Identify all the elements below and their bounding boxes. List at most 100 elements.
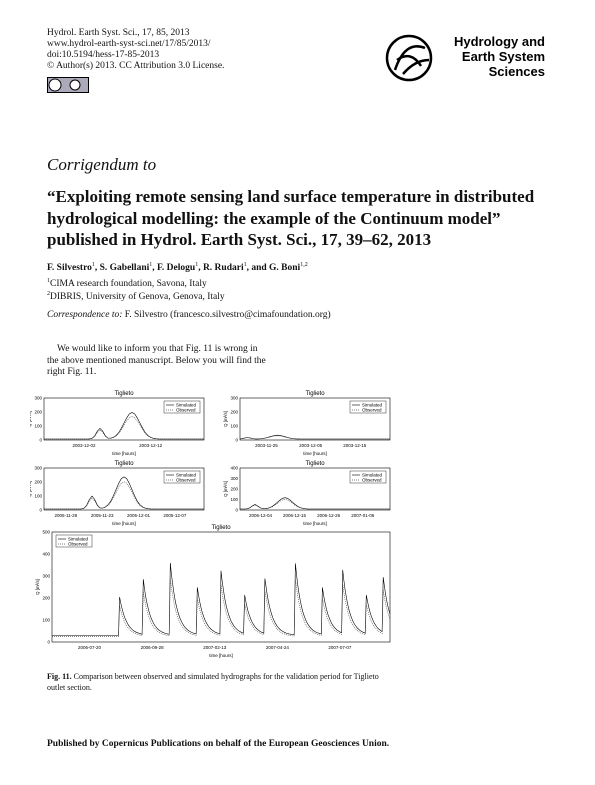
caption-text: Comparison between observed and simulate… [47,672,379,692]
x-tick-label: 2003-12-15 [343,443,367,448]
journal: Hydrol. Earth Syst. Sci., 17, 85, 2013 [47,28,190,38]
x-tick-label: 2003-12-12 [139,443,163,448]
x-tick-label: 2003-12-02 [72,443,96,448]
observed-curve [239,435,390,440]
author-separator: , and [246,263,270,274]
plot-frame [43,467,205,511]
logo: Hydrology and Earth System Sciences [385,34,545,82]
y-tick-label: 0 [235,438,238,443]
y-tick-label: 0 [39,438,42,443]
y-tick-label: 0 [39,508,42,513]
y-tick-label: 100 [42,618,50,623]
plot-frame [51,531,391,643]
x-tick-label: 2007-07-07 [328,645,352,650]
legend-label: Observed [176,408,196,413]
x-tick-label: 2005-12-01 [127,513,151,518]
plot-frame [239,397,391,441]
correspondence-label: Correspondence to: [47,310,123,320]
panel-title: Tiglieto [305,461,325,467]
x-tick-label: 2003-11-25 [255,443,278,448]
cc-badge[interactable] [47,77,89,93]
plot-frame [239,467,391,511]
y-label: Q [m³/s] [223,411,228,427]
caption: Fig. 11. Comparison between observed and… [47,671,392,693]
y-tick-label: 100 [34,494,42,499]
logo-ring [385,34,433,82]
y-label: Q [m³/s] [30,411,32,427]
legend-label: Observed [362,408,382,413]
plot-frame [43,397,205,441]
y-tick-label: 200 [230,410,238,415]
panel-title: Tiglieto [211,525,231,531]
y-tick-label: 300 [34,466,42,471]
author-affil: 1,2 [300,262,308,268]
legend-label: Simulated [176,403,197,408]
y-tick-label: 200 [230,487,238,492]
x-label: time [hours] [112,451,136,456]
y-label: Q [m³/s] [30,481,32,497]
affil-text: CIMA research foundation, Savona, Italy [50,279,207,290]
author-separator: , [94,263,100,274]
author-affil: 1 [195,262,199,268]
observed-curve [44,481,204,510]
y-tick-label: 400 [42,552,50,557]
x-label: time [hours] [303,521,327,526]
x-tick-label: 2005-11-29 [54,513,77,518]
affiliation: 2DIBRIS, University of Genova, Genova, I… [47,291,225,302]
x-tick-label: 2006-12-04 [249,513,273,518]
footer: Published by Copernicus Publications on … [47,739,390,749]
affil-num: 2 [47,291,50,297]
author-affil: 1 [243,262,247,268]
affiliation: 1CIMA research foundation, Savona, Italy [47,278,207,289]
y-tick-label: 200 [34,410,42,415]
y-tick-label: 200 [42,596,50,601]
affil-text: DIBRIS, University of Genova, Genova, It… [50,292,225,303]
y-tick-label: 300 [34,396,42,401]
figure: Tiglieto Q [m³/s] time [hours] 0 100 200 300 20… [30,391,391,658]
title-line: hydrological modelling: the example of t… [47,208,501,228]
legend-label: Simulated [176,473,197,478]
author-separator: , [152,263,157,274]
body-text: We would like to inform you that Fig. 11… [47,344,266,377]
author-separator: , [198,263,203,274]
y-tick-label: 100 [230,424,238,429]
title: “Exploiting remote sensing land surface … [47,186,567,251]
author-name: S. Gabellani [99,263,150,274]
license: © Author(s) 2013. CC Attribution 3.0 Lic… [47,61,225,71]
doi[interactable]: doi:10.5194/hess-17-85-2013 [47,50,160,60]
author-name: F. Silvestro [47,263,92,274]
x-tick-label: 2006-12-26 [317,513,341,518]
url[interactable]: www.hydrol-earth-syst-sci.net/17/85/2013… [47,39,211,49]
logo-text: Earth System [462,49,545,64]
logo-text: Hydrology and [454,34,545,49]
y-tick-label: 100 [230,497,238,502]
author-name: F. Delogu [157,263,196,274]
x-tick-label: 2005-11-23 [91,513,114,518]
y-tick-label: 300 [230,476,238,481]
badge-icon [48,78,62,92]
legend-label: Simulated [362,403,383,408]
x-tick-label: 2007-04-24 [266,645,290,650]
author-affil: 1 [91,262,95,268]
y-tick-label: 0 [47,640,50,645]
logo-swirl [393,45,430,75]
x-tick-label: 2006-07-20 [78,645,102,650]
y-label: Q [m³/s] [35,579,40,595]
author-name: R. Rudari [202,263,244,274]
x-tick-label: 2003-12-05 [299,443,323,448]
x-label: time [hours] [209,653,233,658]
observed-curve [240,499,390,510]
y-tick-label: 300 [230,396,238,401]
x-tick-label: 2007-02-13 [203,645,227,650]
y-tick-label: 0 [235,508,238,513]
simulated-curve [240,497,390,510]
affil-num: 1 [47,278,50,284]
panel-title: Tiglieto [114,391,134,397]
authors: F. Silvestro1, S. Gabellani1, F. Delogu1… [47,262,308,273]
correspondence: Correspondence to: F. Silvestro (frances… [47,310,331,320]
x-tick-label: 2005-12-07 [163,513,187,518]
author-affil: 1 [149,262,153,268]
x-tick-label: 2006-09-28 [141,645,165,650]
title-line: “Exploiting remote sensing land surface … [47,187,535,206]
legend-label: Observed [176,478,196,483]
